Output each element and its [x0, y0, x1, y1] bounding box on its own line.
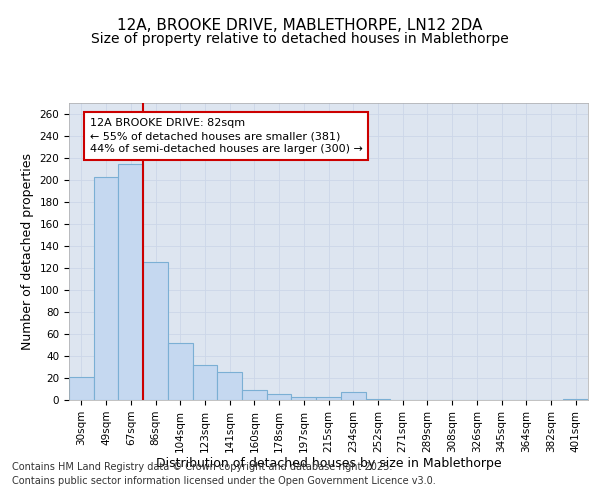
Bar: [168, 342, 193, 400]
Bar: [193, 364, 217, 400]
Y-axis label: Number of detached properties: Number of detached properties: [21, 153, 34, 350]
Bar: [316, 396, 341, 400]
Bar: [365, 399, 390, 400]
Text: Contains HM Land Registry data © Crown copyright and database right 2025.: Contains HM Land Registry data © Crown c…: [12, 462, 392, 472]
Bar: [242, 390, 267, 400]
Bar: [143, 262, 168, 400]
Bar: [118, 164, 143, 400]
Bar: [292, 396, 316, 400]
Bar: [341, 392, 365, 400]
Bar: [217, 372, 242, 400]
X-axis label: Distribution of detached houses by size in Mablethorpe: Distribution of detached houses by size …: [155, 458, 502, 470]
Text: 12A BROOKE DRIVE: 82sqm
← 55% of detached houses are smaller (381)
44% of semi-d: 12A BROOKE DRIVE: 82sqm ← 55% of detache…: [90, 118, 363, 154]
Bar: [563, 399, 588, 400]
Bar: [94, 178, 118, 400]
Text: 12A, BROOKE DRIVE, MABLETHORPE, LN12 2DA: 12A, BROOKE DRIVE, MABLETHORPE, LN12 2DA: [118, 18, 482, 32]
Bar: [267, 394, 292, 400]
Text: Contains public sector information licensed under the Open Government Licence v3: Contains public sector information licen…: [12, 476, 436, 486]
Bar: [69, 377, 94, 400]
Text: Size of property relative to detached houses in Mablethorpe: Size of property relative to detached ho…: [91, 32, 509, 46]
